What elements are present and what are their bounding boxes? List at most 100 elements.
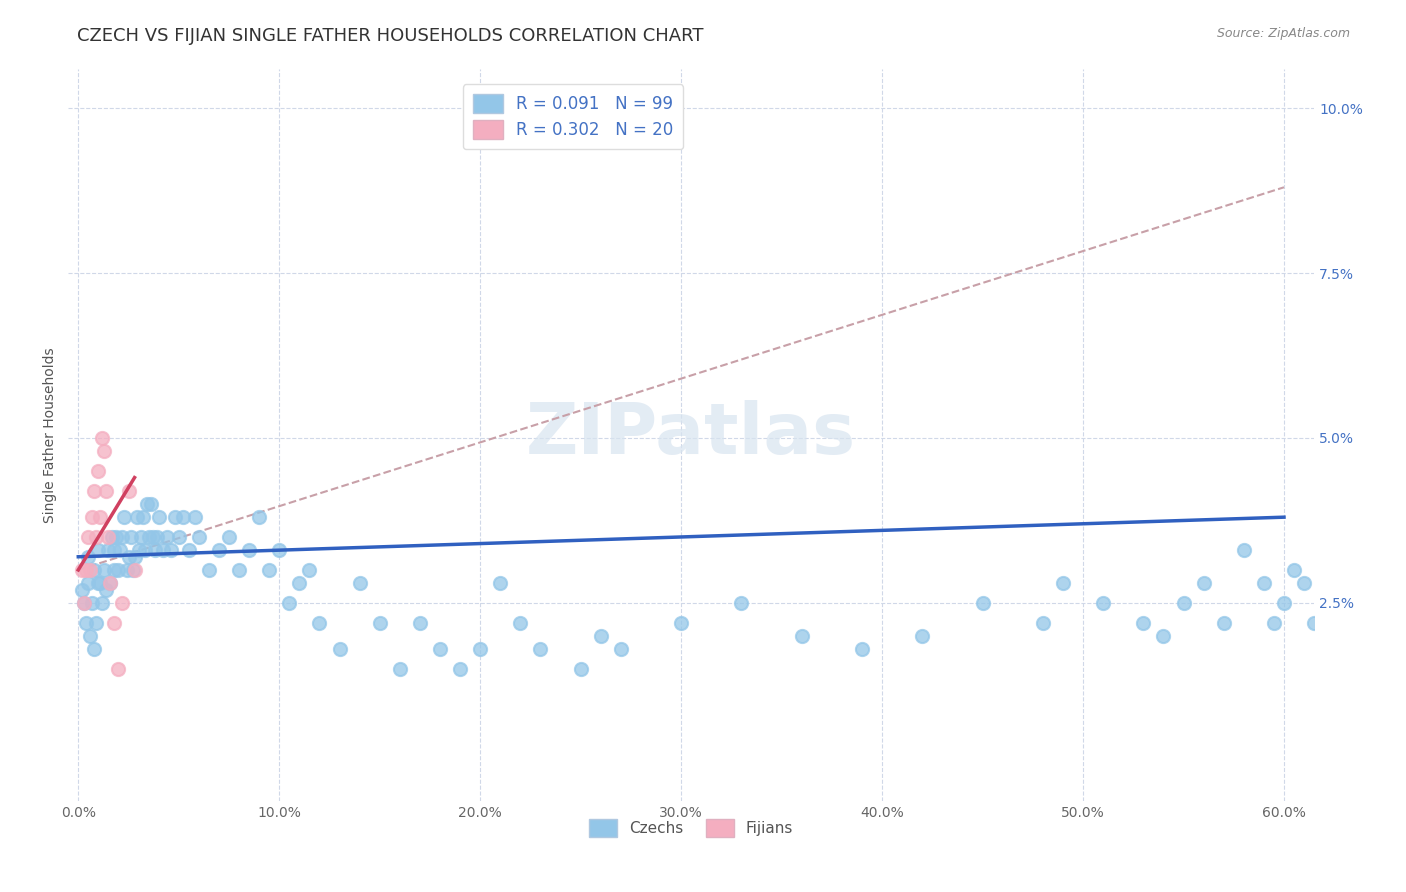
Point (569, 662, 592, 676)
Point (972, 596, 994, 610)
Point (77, 576, 100, 591)
Point (167, 530, 190, 544)
Point (1263, 615, 1285, 630)
Point (1272, 596, 1295, 610)
Point (198, 563, 221, 577)
Point (83, 563, 105, 577)
Point (105, 530, 128, 544)
Point (172, 510, 194, 524)
Point (1132, 615, 1154, 630)
Point (83, 642, 105, 657)
Point (429, 642, 451, 657)
Point (77, 530, 100, 544)
Point (1253, 576, 1275, 591)
Point (1032, 615, 1054, 630)
Point (93, 444, 115, 458)
Text: Source: ZipAtlas.com: Source: ZipAtlas.com (1216, 27, 1350, 40)
Point (298, 563, 321, 577)
Point (111, 530, 134, 544)
Point (790, 629, 813, 643)
Point (328, 642, 350, 657)
Point (349, 576, 371, 591)
Point (470, 642, 492, 657)
Point (509, 615, 531, 630)
Point (75, 563, 97, 577)
Text: CZECH VS FIJIAN SINGLE FATHER HOUSEHOLDS CORRELATION CHART: CZECH VS FIJIAN SINGLE FATHER HOUSEHOLDS… (77, 27, 704, 45)
Point (1212, 615, 1234, 630)
Point (91, 596, 114, 610)
Point (134, 543, 156, 558)
Point (159, 543, 181, 558)
Point (257, 563, 280, 577)
Point (163, 510, 186, 524)
Point (145, 530, 167, 544)
Point (75, 615, 97, 630)
Point (117, 549, 139, 564)
Point (73, 596, 96, 610)
Point (489, 576, 512, 591)
Point (96, 582, 118, 597)
Point (117, 483, 139, 498)
Point (87, 464, 110, 478)
Point (82, 510, 104, 524)
Point (107, 563, 129, 577)
Point (115, 563, 138, 577)
Point (131, 510, 153, 524)
Point (72, 582, 94, 597)
Point (129, 530, 152, 544)
Point (91, 431, 114, 445)
Point (87, 576, 110, 591)
Point (77, 549, 100, 564)
Point (103, 563, 125, 577)
Point (228, 563, 250, 577)
Point (121, 563, 143, 577)
Point (368, 615, 391, 630)
Point (110, 543, 132, 558)
Point (120, 530, 142, 544)
Point (278, 596, 301, 610)
Point (114, 510, 136, 524)
Point (156, 530, 179, 544)
Point (87, 543, 110, 558)
Point (124, 563, 146, 577)
Point (101, 530, 124, 544)
Point (107, 662, 129, 676)
Point (100, 576, 122, 591)
Point (82, 596, 104, 610)
Point (125, 510, 148, 524)
Point (288, 576, 311, 591)
Point (103, 543, 125, 558)
Point (135, 497, 157, 511)
Point (187, 530, 209, 544)
Point (1294, 576, 1316, 591)
Point (208, 543, 231, 558)
Point (409, 615, 432, 630)
Point (238, 543, 260, 558)
Point (100, 576, 122, 591)
Point (851, 642, 873, 657)
Point (93, 563, 115, 577)
Point (97, 543, 120, 558)
Point (72, 563, 94, 577)
Point (269, 543, 291, 558)
Point (73, 596, 96, 610)
Point (79, 629, 101, 643)
Point (247, 510, 270, 524)
Point (218, 530, 240, 544)
Point (79, 563, 101, 577)
Point (1152, 629, 1174, 643)
Point (669, 615, 692, 630)
Point (152, 543, 174, 558)
Y-axis label: Single Father Households: Single Father Households (44, 347, 58, 523)
Point (97, 530, 120, 544)
Point (1233, 543, 1256, 558)
Point (529, 642, 551, 657)
Point (589, 629, 612, 643)
Point (730, 596, 752, 610)
Point (143, 543, 166, 558)
Point (89, 576, 111, 591)
Point (124, 549, 146, 564)
Point (911, 629, 934, 643)
Point (128, 543, 150, 558)
Legend: Czechs, Fijians: Czechs, Fijians (582, 812, 801, 845)
